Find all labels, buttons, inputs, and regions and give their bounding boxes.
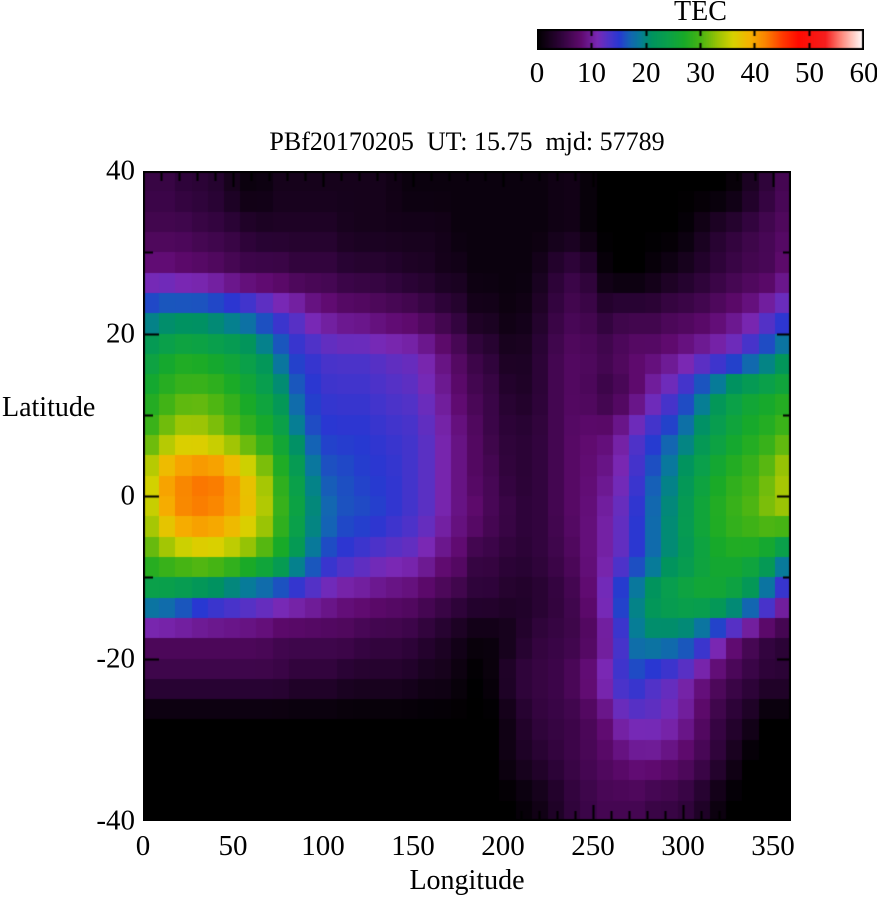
- x-tick-label: 50: [218, 830, 248, 862]
- tec-heatmap: [143, 171, 791, 821]
- x-tick-label: 250: [571, 830, 615, 862]
- y-axis-tick-labels: 40 20 0 -20 -40: [40, 155, 136, 837]
- y-tick-label: -40: [96, 804, 135, 837]
- y-tick-label: 20: [106, 317, 135, 349]
- colorbar-tick-labels: 0 10 20 30 40 50 60: [530, 57, 877, 91]
- plot-title: PBf20170205 UT: 15.75 mjd: 57789: [269, 127, 665, 156]
- x-tick-label: 200: [481, 830, 525, 862]
- y-tick-label: -20: [96, 642, 135, 674]
- colorbar-tick-label: 60: [849, 57, 877, 89]
- x-tick-label: 300: [661, 830, 705, 862]
- colorbar-tick-label: 40: [740, 57, 770, 89]
- x-tick-label: 0: [135, 830, 151, 862]
- colorbar-title: TEC: [674, 0, 727, 27]
- y-tick-label: 0: [120, 479, 136, 512]
- colorbar-tick-label: 10: [577, 57, 606, 89]
- colorbar-tick-label: 30: [686, 57, 715, 89]
- x-tick-label: 150: [391, 830, 435, 862]
- y-axis-title: Latitude: [2, 392, 96, 423]
- x-axis-tick-labels: 0 50 100 150 200 250 300 350: [136, 830, 795, 862]
- x-axis-title: Longitude: [409, 865, 525, 896]
- x-tick-label: 100: [301, 830, 345, 862]
- colorbar-gradient: [537, 29, 864, 50]
- colorbar-tick-label: 0: [529, 57, 545, 89]
- y-tick-label: 40: [106, 154, 135, 187]
- colorbar-tick-label: 20: [631, 57, 661, 89]
- x-tick-label: 350: [751, 830, 795, 862]
- colorbar-tick-label: 50: [795, 57, 824, 89]
